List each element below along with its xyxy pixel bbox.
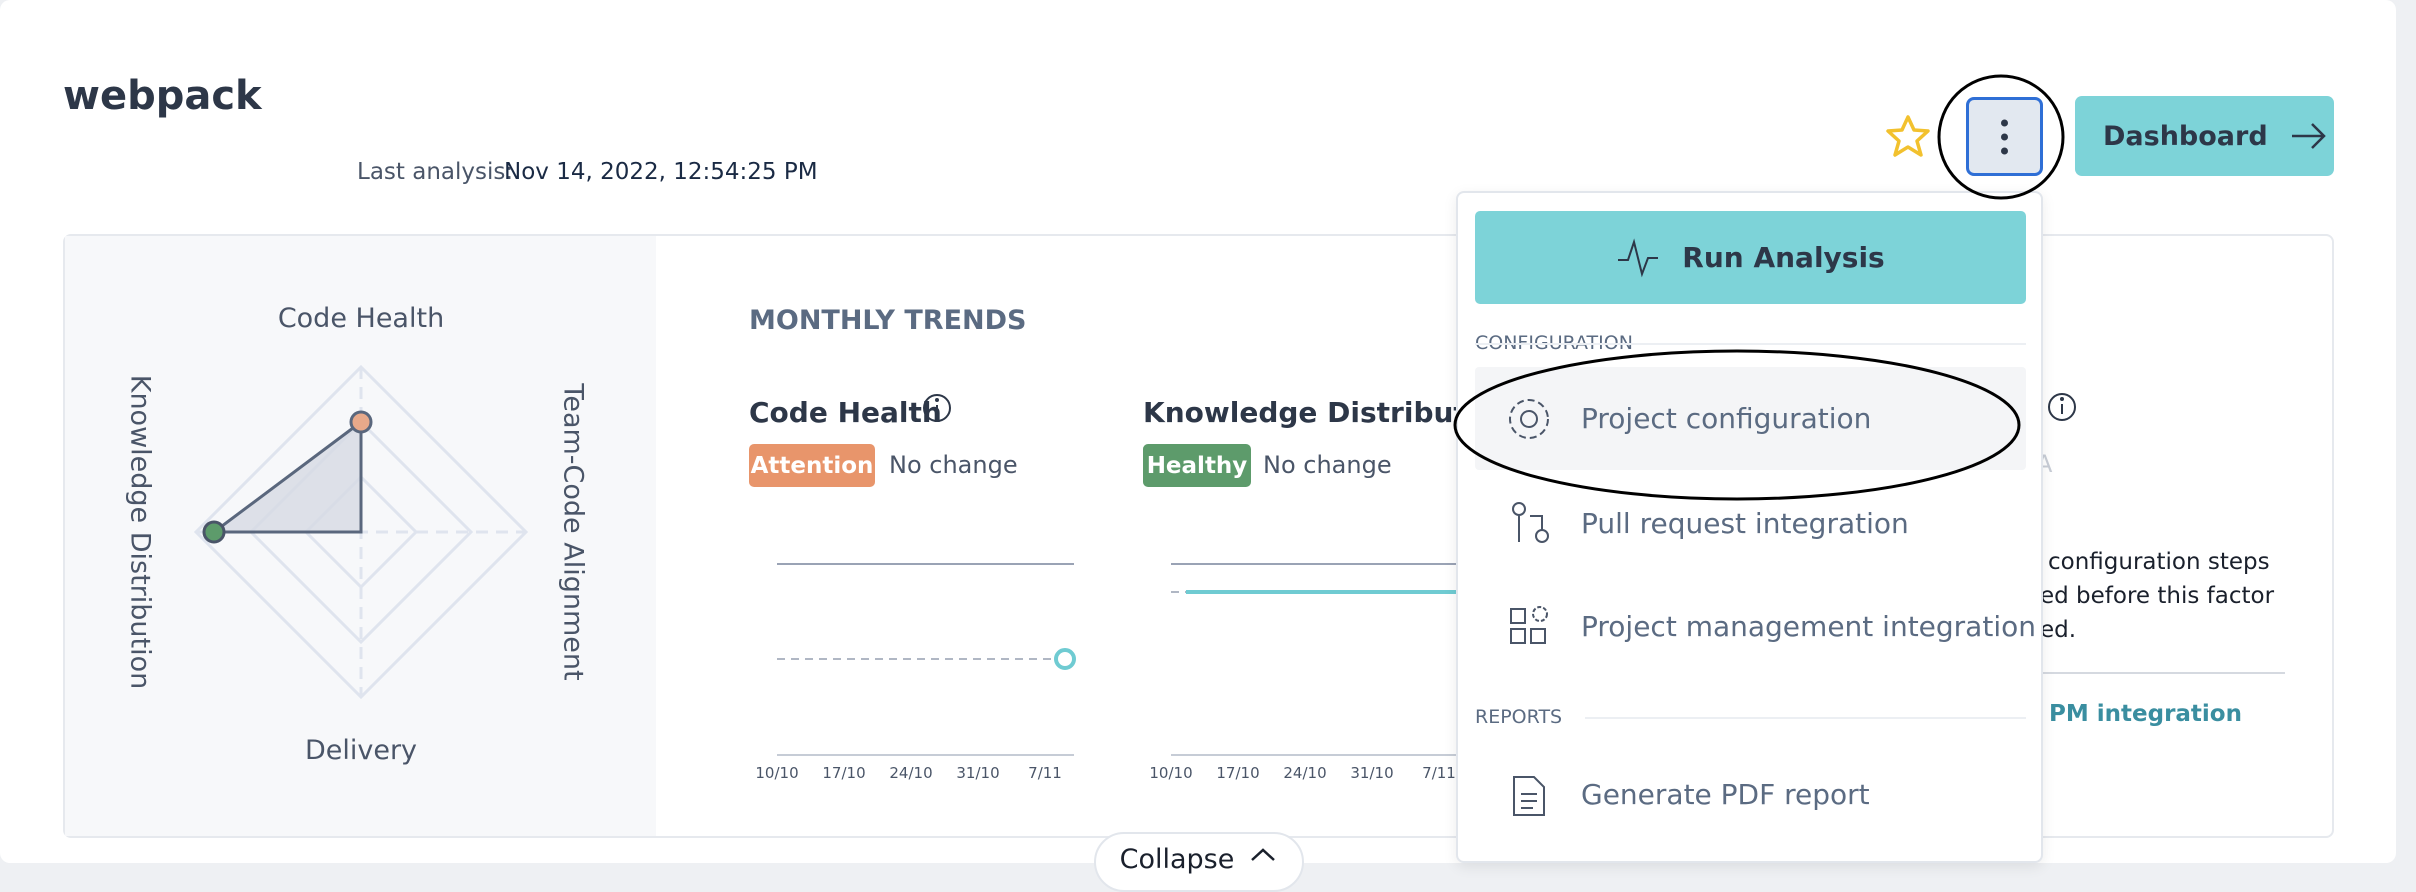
- radar-label: Delivery: [304, 735, 418, 766]
- more-button[interactable]: [1966, 97, 2043, 176]
- divider: [1585, 717, 2026, 719]
- radar-shape: [209, 419, 363, 534]
- x-tick-label: 31/10: [956, 764, 1000, 782]
- status-text: No change: [889, 451, 1018, 479]
- last-analysis-label: Last analysis:: [357, 159, 514, 185]
- highlight-circle: [1937, 74, 2065, 200]
- button-label: Dashboard: [2103, 120, 2268, 152]
- collapse-button[interactable]: Collapse: [1094, 832, 1304, 892]
- menu-item-hover: [1475, 367, 2026, 470]
- radar-label: Code Health: [277, 303, 445, 334]
- trend-point: [1054, 648, 1076, 670]
- x-tick-label: 31/10: [1350, 764, 1394, 782]
- body-text: configuration steps: [2048, 549, 2270, 575]
- radar-point: [349, 410, 373, 434]
- status-badge: Healthy: [1143, 444, 1251, 487]
- status-badge: Attention: [749, 444, 875, 487]
- pulse-icon: [1618, 237, 1659, 277]
- section-title: MONTHLY TRENDS: [749, 305, 1027, 336]
- kebab-icon: [2001, 119, 2008, 155]
- highlight-ellipse: [1453, 349, 2021, 501]
- integration-icon: [1510, 606, 1548, 644]
- gear-icon: [1509, 399, 1549, 439]
- button-label: Collapse: [1119, 844, 1235, 875]
- status-text: No change: [1263, 451, 1392, 479]
- menu-item[interactable]: Project management integration: [1581, 610, 2036, 643]
- radar-point: [202, 520, 226, 544]
- x-tick-label: 17/10: [822, 764, 866, 782]
- chevron-icon: [1251, 848, 1276, 861]
- x-tick-label: 24/10: [889, 764, 933, 782]
- arrow-icon: [2291, 123, 2326, 149]
- link[interactable]: PM integration: [2049, 701, 2242, 727]
- card-title: Code Health: [749, 396, 942, 429]
- body-text: ed.: [2040, 617, 2077, 643]
- last-analysis-value: Nov 14, 2022, 12:54:25 PM: [504, 159, 818, 185]
- info-icon: [923, 393, 2076, 422]
- project-title: webpack: [63, 73, 262, 119]
- run-analysis-button[interactable]: Run Analysis: [1475, 211, 2026, 304]
- menu-item[interactable]: Pull request integration: [1581, 507, 1909, 540]
- menu-heading: REPORTS: [1475, 706, 1563, 728]
- button-label: Run Analysis: [1682, 241, 1885, 274]
- body-text: ed before this factor: [2040, 583, 2275, 609]
- menu-item[interactable]: Project configuration: [1581, 402, 1872, 435]
- x-tick-label: 7/11: [1028, 764, 1062, 782]
- menu-item[interactable]: Generate PDF report: [1581, 778, 1870, 811]
- divider: [1475, 343, 2026, 345]
- x-tick-label: 10/10: [1149, 764, 1193, 782]
- favorite-star[interactable]: [1886, 115, 1930, 157]
- x-tick-label: 10/10: [755, 764, 799, 782]
- pull-request-icon: [1512, 502, 1549, 543]
- document-icon: [1513, 776, 1545, 816]
- x-tick-label: 24/10: [1283, 764, 1327, 782]
- x-tick-label: 17/10: [1216, 764, 1260, 782]
- x-tick-label: 7/11: [1422, 764, 1456, 782]
- dashboard-button[interactable]: Dashboard: [2075, 96, 2334, 176]
- card-title: Knowledge Distribution: [1143, 396, 1516, 429]
